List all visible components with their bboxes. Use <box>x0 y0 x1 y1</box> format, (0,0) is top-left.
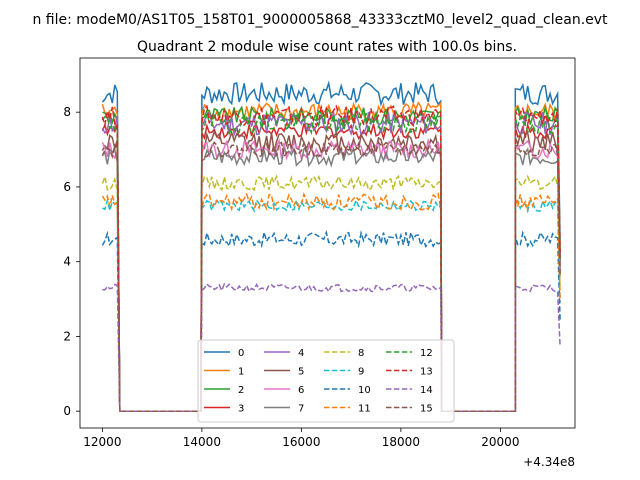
x-tick-label: 18000 <box>382 435 420 449</box>
x-tick-label: 12000 <box>83 435 121 449</box>
x-axis-ticks: 12000 14000 16000 18000 20000 <box>83 428 519 449</box>
legend-label-14: 14 <box>420 385 433 396</box>
series-line-15 <box>101 140 561 412</box>
y-tick-label: 8 <box>63 105 71 119</box>
legend-label-7: 7 <box>298 404 304 415</box>
plot-area-frame <box>79 57 576 429</box>
y-axis-ticks: 0 2 4 6 8 <box>63 105 80 418</box>
legend-label-0: 0 <box>238 348 244 359</box>
series-line-14 <box>102 282 561 412</box>
chart-title: Quadrant 2 module wise count rates with … <box>137 39 517 55</box>
legend-label-15: 15 <box>420 404 433 415</box>
y-tick-label: 4 <box>63 255 71 269</box>
x-tick-label: 20000 <box>481 435 519 449</box>
x-tick-label: 14000 <box>183 435 221 449</box>
legend-label-8: 8 <box>358 348 364 359</box>
legend-label-12: 12 <box>420 348 433 359</box>
legend-label-2: 2 <box>238 385 244 396</box>
legend-label-9: 9 <box>358 367 364 378</box>
legend-label-1: 1 <box>238 367 244 378</box>
legend-label-5: 5 <box>298 367 304 378</box>
legend-label-11: 11 <box>358 404 371 415</box>
legend-label-6: 6 <box>298 385 304 396</box>
x-tick-label: 16000 <box>282 435 320 449</box>
figure-suptitle: n file: modeM0/AS1T05_158T01_9000005868_… <box>32 12 608 28</box>
series-line-8 <box>101 174 561 412</box>
series-line-0 <box>101 80 561 412</box>
y-tick-label: 0 <box>63 404 71 418</box>
legend-label-10: 10 <box>358 385 371 396</box>
series-line-13 <box>101 104 561 412</box>
legend-label-3: 3 <box>238 404 244 415</box>
legend-label-4: 4 <box>298 348 304 359</box>
x-axis-offset-label: +4.34e8 <box>523 455 575 469</box>
y-tick-label: 2 <box>63 329 71 343</box>
series-layer <box>101 80 561 412</box>
legend-box <box>197 339 455 423</box>
y-tick-label: 6 <box>63 180 71 194</box>
legend-label-13: 13 <box>420 367 433 378</box>
